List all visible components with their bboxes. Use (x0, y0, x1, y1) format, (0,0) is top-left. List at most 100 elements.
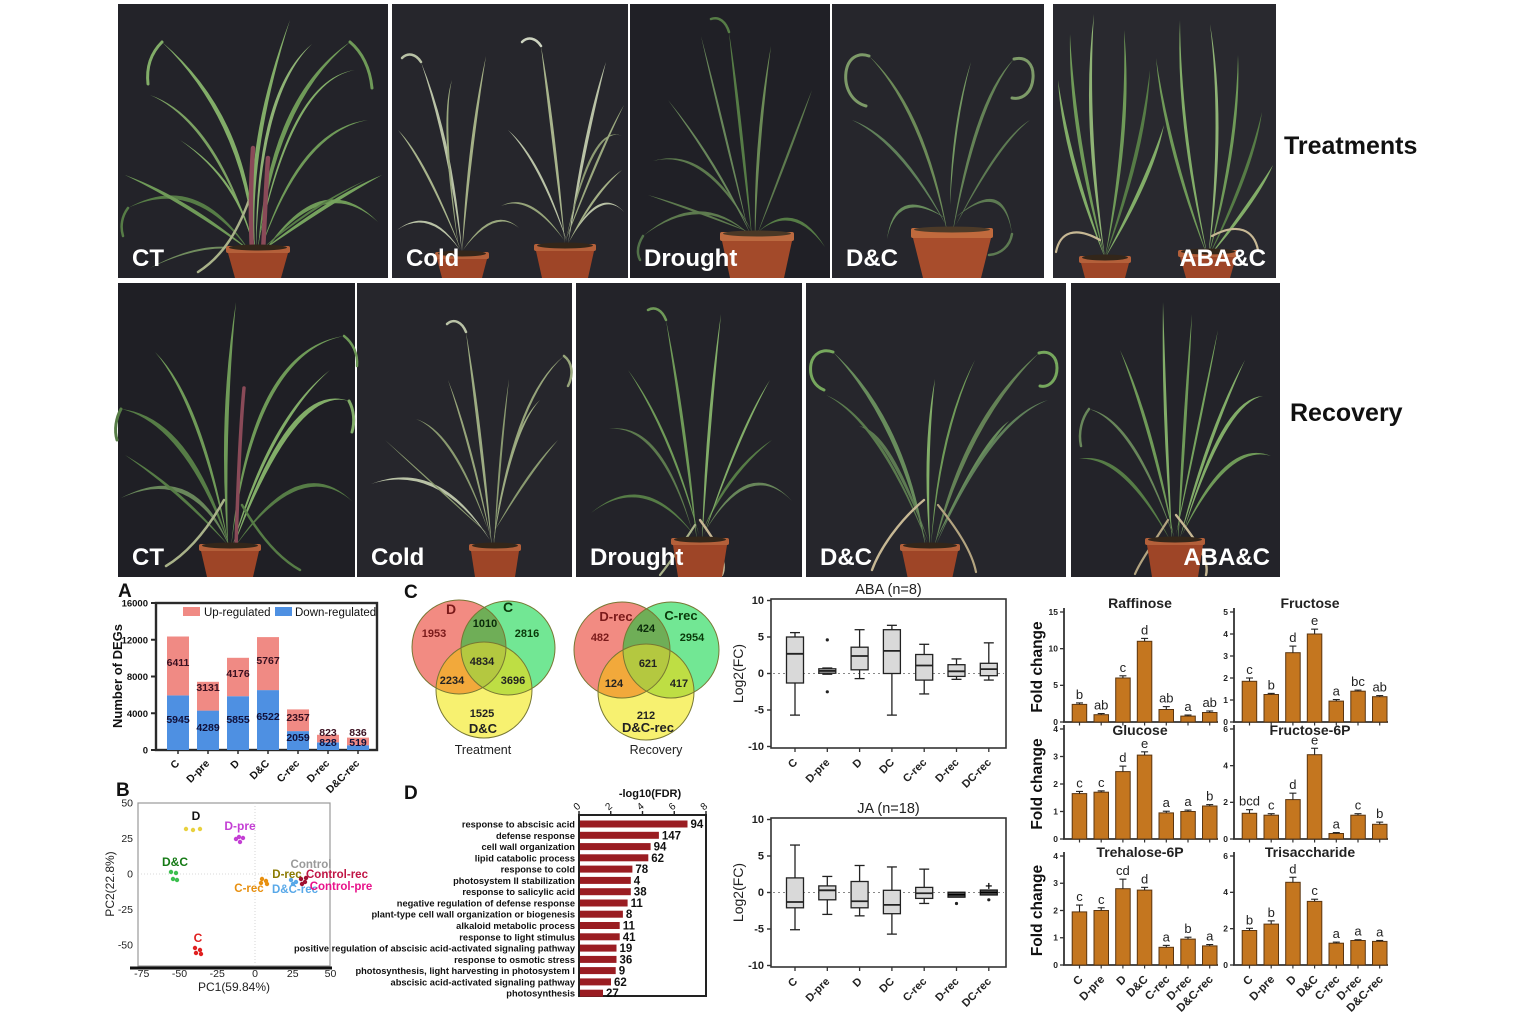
svg-text:D&C: D&C (469, 721, 498, 736)
svg-text:response to abscisic acid: response to abscisic acid (462, 820, 575, 830)
svg-text:0: 0 (143, 746, 148, 757)
svg-text:8: 8 (699, 801, 711, 813)
svg-text:D: D (192, 809, 201, 823)
svg-text:1525: 1525 (470, 708, 494, 720)
svg-text:b: b (1184, 921, 1191, 936)
svg-text:D: D (1115, 974, 1129, 988)
svg-text:16000: 16000 (122, 599, 148, 610)
svg-text:plant-type cell wall organizat: plant-type cell wall organization or bio… (371, 910, 575, 920)
svg-text:-25: -25 (210, 968, 225, 980)
svg-text:D: D (446, 601, 456, 617)
svg-text:response to osmotic stress: response to osmotic stress (454, 955, 575, 965)
svg-text:19: 19 (620, 943, 633, 955)
svg-text:D: D (851, 976, 865, 990)
svg-text:D-pre: D-pre (1078, 974, 1108, 1004)
svg-text:5: 5 (758, 851, 764, 863)
svg-text:9: 9 (619, 966, 625, 978)
svg-text:823: 823 (319, 727, 337, 739)
svg-text:Log2(FC): Log2(FC) (730, 644, 746, 703)
svg-text:0: 0 (758, 887, 764, 899)
svg-text:1: 1 (1223, 695, 1228, 705)
svg-text:62: 62 (614, 977, 627, 989)
svg-text:50: 50 (325, 968, 337, 980)
svg-text:C: C (194, 931, 203, 945)
svg-text:147: 147 (662, 830, 681, 842)
svg-text:5945: 5945 (166, 714, 190, 726)
svg-text:ABA&C: ABA&C (1179, 245, 1266, 272)
svg-text:3696: 3696 (501, 675, 525, 687)
svg-text:8000: 8000 (127, 672, 148, 683)
svg-text:d: d (1289, 777, 1296, 792)
svg-text:Down-regulated: Down-regulated (295, 607, 376, 619)
svg-text:6522: 6522 (256, 711, 280, 723)
svg-text:Recovery: Recovery (630, 743, 684, 757)
svg-text:212: 212 (637, 710, 655, 722)
svg-text:4289: 4289 (196, 722, 220, 734)
svg-text:e: e (1311, 732, 1318, 747)
svg-text:C-rec: C-rec (275, 758, 303, 786)
svg-text:6411: 6411 (167, 657, 190, 669)
svg-text:D&C-rec: D&C-rec (324, 758, 362, 796)
svg-text:-50: -50 (118, 940, 133, 952)
svg-text:4: 4 (1223, 887, 1228, 897)
svg-text:1010: 1010 (473, 618, 497, 630)
svg-text:PC2(22.8%): PC2(22.8%) (103, 851, 117, 916)
svg-text:C-rec: C-rec (901, 757, 929, 785)
svg-text:4: 4 (1053, 724, 1058, 734)
svg-text:CT: CT (132, 245, 164, 272)
svg-text:C: C (1071, 974, 1085, 988)
svg-text:0: 0 (252, 968, 258, 980)
svg-text:78: 78 (635, 864, 648, 876)
svg-text:Glucose: Glucose (1112, 722, 1167, 738)
svg-text:D-rec: D-rec (933, 976, 961, 1004)
svg-text:Control-rec: Control-rec (306, 869, 369, 881)
svg-text:6: 6 (1223, 724, 1228, 734)
svg-text:2234: 2234 (440, 675, 465, 687)
svg-text:Fructose: Fructose (1280, 595, 1339, 611)
svg-text:c: c (1120, 660, 1127, 675)
svg-text:D&C: D&C (846, 245, 898, 272)
svg-text:0: 0 (127, 869, 133, 881)
svg-text:a: a (1376, 924, 1384, 939)
svg-text:a: a (1184, 794, 1192, 809)
svg-text:50: 50 (121, 798, 133, 810)
svg-text:c: c (1098, 892, 1105, 907)
svg-text:-50: -50 (172, 968, 187, 980)
svg-text:4176: 4176 (226, 668, 250, 680)
svg-text:Drought: Drought (644, 245, 737, 272)
svg-text:1: 1 (1053, 933, 1058, 943)
svg-text:41: 41 (623, 932, 636, 944)
svg-text:5767: 5767 (256, 655, 280, 667)
svg-text:DC: DC (877, 976, 897, 996)
svg-text:DC-rec: DC-rec (960, 976, 994, 1010)
svg-text:b: b (1076, 687, 1083, 702)
svg-text:Treatment: Treatment (455, 743, 512, 757)
svg-text:Cold: Cold (406, 245, 459, 272)
svg-text:b: b (1376, 806, 1383, 821)
svg-text:Fructose-6P: Fructose-6P (1270, 722, 1351, 738)
svg-text:C-rec: C-rec (234, 883, 264, 895)
svg-text:Treatments: Treatments (1284, 132, 1417, 160)
svg-text:0: 0 (1053, 834, 1058, 844)
svg-text:c: c (1355, 798, 1362, 813)
svg-text:a: a (1163, 795, 1171, 810)
svg-text:38: 38 (634, 887, 647, 899)
svg-text:C: C (404, 582, 418, 603)
svg-text:cd: cd (1116, 863, 1130, 878)
svg-text:-75: -75 (134, 968, 149, 980)
svg-text:D-rec: D-rec (599, 609, 632, 624)
svg-text:6: 6 (1223, 851, 1228, 861)
svg-text:D: D (851, 757, 865, 771)
svg-text:a: a (1354, 924, 1362, 939)
svg-text:2059: 2059 (286, 732, 310, 744)
svg-text:Control-pre: Control-pre (310, 881, 373, 893)
svg-text:4: 4 (634, 875, 641, 887)
svg-text:photosystem II stabilization: photosystem II stabilization (453, 876, 575, 886)
svg-text:417: 417 (670, 678, 688, 690)
svg-text:-5: -5 (754, 705, 764, 717)
svg-text:-log10(FDR): -log10(FDR) (619, 788, 682, 800)
svg-text:c: c (1311, 883, 1318, 898)
svg-text:8: 8 (626, 909, 633, 921)
svg-text:C-rec: C-rec (901, 976, 929, 1004)
svg-text:-25: -25 (118, 904, 133, 916)
